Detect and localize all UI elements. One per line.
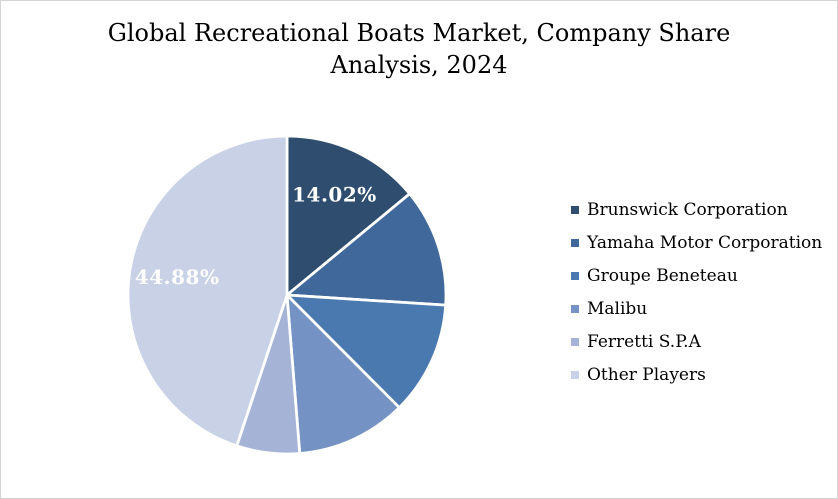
pie-data-labels: 14.02% 44.88%	[135, 182, 377, 289]
pie-slice-malibu	[285, 293, 401, 455]
chart-title: Global Recreational Boats Market, Compan…	[107, 19, 731, 80]
legend-item-ferretti-s-p-a: Ferretti S.P.A	[571, 325, 822, 358]
legend-marker-icon	[571, 337, 579, 346]
legend: Brunswick Corporation Yamaha Motor Corpor…	[571, 193, 822, 391]
legend-label: Yamaha Motor Corporation	[587, 232, 823, 253]
legend-marker-icon	[571, 271, 579, 280]
slice-data-label-brunswick-corporation: 14.02%	[292, 182, 377, 206]
legend-marker-icon	[571, 370, 579, 379]
pie-slices	[126, 134, 448, 456]
legend-item-brunswick-corporation: Brunswick Corporation	[571, 193, 822, 226]
legend-marker-icon	[571, 238, 579, 247]
legend-item-other-players: Other Players	[571, 358, 822, 391]
pie-slice-groupe-beneteau	[285, 293, 448, 409]
legend-label: Ferretti S.P.A	[587, 331, 701, 352]
legend-label: Groupe Beneteau	[587, 265, 738, 286]
pie-slice-yamaha-motor-corporation	[285, 192, 448, 307]
legend-label: Malibu	[587, 298, 648, 319]
legend-marker-icon	[571, 304, 579, 313]
legend-item-malibu: Malibu	[571, 292, 822, 325]
legend-item-yamaha-motor-corporation: Yamaha Motor Corporation	[571, 226, 822, 259]
pie-slice-other-players	[126, 134, 289, 448]
pie-slice-brunswick-corporation	[285, 134, 412, 297]
legend-marker-icon	[571, 205, 579, 214]
legend-item-groupe-beneteau: Groupe Beneteau	[571, 259, 822, 292]
legend-label: Other Players	[587, 364, 706, 385]
legend-label: Brunswick Corporation	[587, 199, 788, 220]
slice-data-label-other-players: 44.88%	[135, 265, 220, 289]
